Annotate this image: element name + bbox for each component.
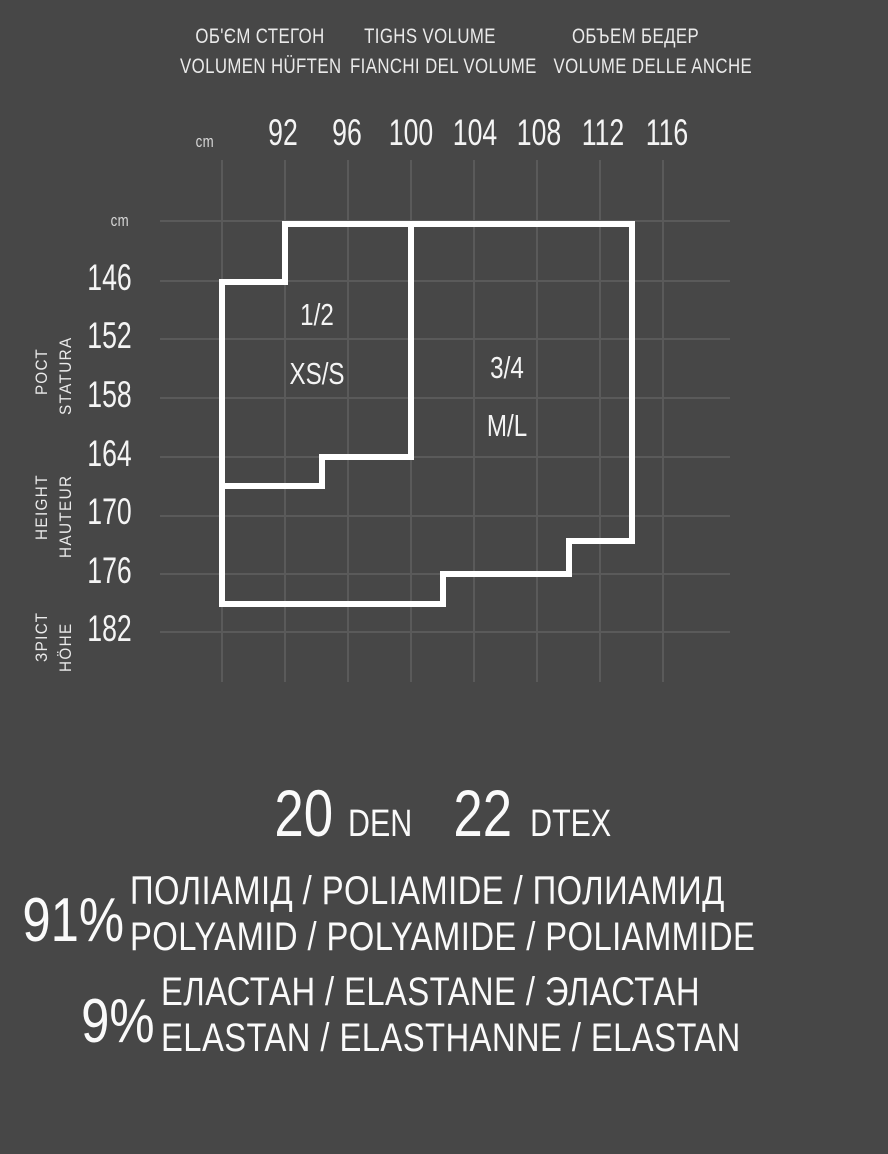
- size-chart: [160, 160, 730, 682]
- y-axis-tick-164: 164: [87, 433, 132, 474]
- den-unit: DEN: [348, 803, 413, 845]
- y-axis-tick-152: 152: [87, 315, 132, 356]
- header-labels: ОБ'ЄМ СТЕГОН VOLUMEN HÜFTEN TIGHS VOLUME…: [0, 0, 888, 105]
- header-line-1: TIGHS VOLUME: [364, 25, 496, 48]
- dtex-value: 22: [453, 776, 513, 850]
- region-label-xs-s-letter: XS/S: [289, 356, 345, 391]
- header-column-hips-ru-it: ОБЪЕМ БЕДЕР VOLUME DELLE ANCHE: [533, 22, 753, 82]
- composition-row-polyamide: 91% ПОЛІАМІД / POLIAMIDE / ПОЛИАМИД POLY…: [0, 868, 888, 961]
- composition-percent: 9%: [81, 986, 155, 1056]
- header-line-2: VOLUMEN HÜFTEN: [180, 55, 342, 78]
- header-line-1: ОБЪЕМ БЕДЕР: [571, 25, 700, 48]
- composition-text-block: ПОЛІАМІД / POLIAMIDE / ПОЛИАМИД POLYAMID…: [124, 868, 888, 961]
- composition-line-1: ПОЛІАМІД / POLIAMIDE / ПОЛИАМИД: [130, 869, 725, 913]
- composition-line-2: POLYAMID / POLYAMIDE / POLIAMMIDE: [130, 915, 756, 960]
- y-axis-tick-176: 176: [87, 550, 132, 591]
- region-outline-xs-s: [219, 221, 414, 489]
- x-axis-tick-116: 116: [645, 112, 689, 153]
- header-column-hips-ua-de: ОБ'ЄМ СТЕГОН VOLUMEN HÜFTEN: [160, 22, 360, 82]
- composition-text-block: ЕЛАСТАН / ELASTANE / ЭЛАСТАН ELASTAN / E…: [155, 969, 868, 1062]
- dtex-unit: DTEX: [529, 803, 612, 845]
- header-line-2: FIANCHI DEL VOLUME: [350, 55, 537, 78]
- y-axis-tick-182: 182: [87, 608, 132, 649]
- region-label-m-l-numeric: 3/4: [490, 350, 524, 385]
- x-axis-tick-108: 108: [516, 112, 562, 153]
- y-axis: cm 146 152 158 164 170 176 182 РОСТ STAT…: [0, 190, 190, 672]
- den-value: 20: [274, 776, 333, 850]
- x-axis-tick-104: 104: [452, 112, 498, 153]
- y-axis-tick-170: 170: [87, 491, 132, 532]
- region-label-xs-s-numeric: 1/2: [300, 297, 334, 332]
- x-axis-tick-112: 112: [581, 112, 625, 153]
- composition-percent-wrap: 91%: [0, 868, 124, 952]
- region-outline-m-l: [219, 221, 635, 607]
- yarn-density-row: 20 DEN 22 DTEX: [0, 775, 888, 851]
- x-axis-tick-92: 92: [268, 112, 298, 153]
- fabric-composition: 91% ПОЛІАМІД / POLIAMIDE / ПОЛИАМИД POLY…: [0, 868, 888, 1062]
- composition-line-2: ELASTAN / ELASTHANNE / ELASTAN: [161, 1016, 741, 1061]
- composition-line-1: ЕЛАСТАН / ELASTANE / ЭЛАСТАН: [161, 969, 701, 1014]
- composition-row-elastane: 9% ЕЛАСТАН / ELASTANE / ЭЛАСТАН ELASTAN …: [0, 969, 888, 1062]
- x-axis: cm 92 96 100 104 108 112 116: [0, 112, 888, 158]
- header-column-hips-en-it: TIGHS VOLUME FIANCHI DEL VOLUME: [330, 22, 537, 82]
- composition-percent-wrap: 9%: [0, 969, 155, 1053]
- composition-percent: 91%: [22, 886, 125, 955]
- y-axis-tick-158: 158: [87, 374, 132, 415]
- x-axis-tick-100: 100: [388, 112, 434, 153]
- x-axis-tick-96: 96: [332, 112, 362, 153]
- x-axis-unit: cm: [195, 132, 215, 151]
- y-axis-unit: cm: [110, 211, 130, 230]
- header-line-1: ОБ'ЄМ СТЕГОН: [195, 25, 325, 48]
- region-label-m-l-letter: M/L: [486, 408, 528, 443]
- y-axis-tick-146: 146: [87, 257, 132, 298]
- header-line-2: VOLUME DELLE ANCHE: [553, 55, 753, 78]
